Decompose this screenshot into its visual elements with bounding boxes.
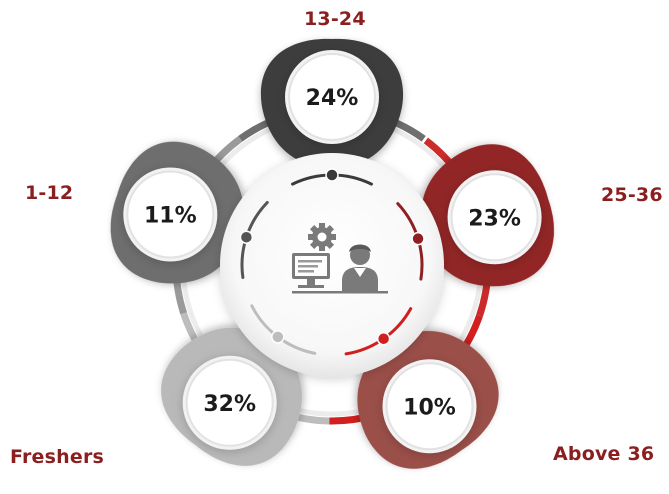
value-label: 32% [203,392,256,417]
segment-petal-group: 24% [260,38,404,169]
center-disc [220,153,444,377]
inner-ring-knob [271,330,285,344]
value-circle [450,173,539,262]
value-circle [185,358,274,447]
value-circle [288,53,376,141]
category-label-13-24: 13-24 [304,8,366,30]
value-circle [126,170,215,259]
inner-ring-knob [411,231,425,246]
segment-petal-group: 10% [357,330,499,469]
monitor-icon [292,253,330,288]
segment-petal-group: 23% [421,144,554,287]
value-label: 11% [144,203,197,228]
category-label-1-12: 1-12 [25,182,74,204]
inner-ring-knob [376,331,391,346]
gear-icon [308,223,336,251]
category-label-above-36: Above 36 [553,443,655,465]
value-circle [385,362,474,451]
desk-line [292,291,388,294]
segment-petal-group: 32% [161,327,302,466]
segment-petal-group: 11% [110,141,244,284]
person-icon [342,244,378,291]
inner-ring-knob [325,168,339,182]
value-label: 23% [468,206,521,231]
value-label: 24% [306,86,359,111]
value-label: 10% [403,395,456,420]
inner-ring-knob [239,230,254,244]
category-label-25-36: 25-36 [601,184,663,206]
category-label-freshers: Freshers [10,446,105,468]
